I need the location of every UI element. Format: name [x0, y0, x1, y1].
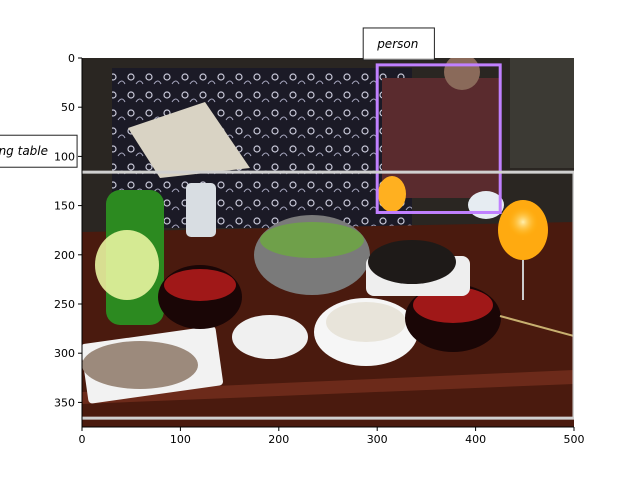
- photo-cushion: [128, 102, 250, 178]
- person-label: person: [376, 37, 418, 51]
- x-axis: 0 100 200 300 400 500: [79, 427, 585, 446]
- x-tick-label: 500: [564, 433, 585, 446]
- dining-table-label: dining table: [0, 144, 48, 158]
- photo-cup: [186, 183, 216, 237]
- photo-table-highlight: [82, 370, 574, 404]
- x-tick-label: 0: [79, 433, 86, 446]
- y-tick-label: 250: [54, 298, 75, 311]
- x-tick-label: 400: [465, 433, 486, 446]
- y-tick-label: 50: [61, 101, 75, 114]
- y-tick-label: 350: [54, 396, 75, 409]
- x-tick-label: 200: [268, 433, 289, 446]
- dining-table-bounding-box: [82, 170, 574, 420]
- y-axis: 0 50 100 150 200 250 300 350: [54, 52, 82, 409]
- annotation-layer: [82, 63, 574, 420]
- person-bounding-box: [375, 63, 502, 214]
- photo-window-light: [510, 58, 574, 168]
- axes-frame: [81, 58, 574, 428]
- label-layer: person dining table: [0, 27, 435, 168]
- photo: [82, 58, 574, 427]
- photo-fish: [82, 341, 198, 389]
- photo-red-bowl-left-inner: [164, 269, 236, 301]
- y-tick-label: 300: [54, 347, 75, 360]
- photo-orange-juice-glow: [507, 206, 539, 238]
- x-tick-label: 300: [367, 433, 388, 446]
- photo-wine-glass-left: [95, 230, 159, 300]
- x-tick-label: 100: [170, 433, 191, 446]
- photo-salad: [260, 222, 364, 258]
- photo-small-white-plate: [232, 315, 308, 359]
- y-tick-label: 150: [54, 200, 75, 213]
- y-tick-label: 100: [54, 150, 75, 163]
- photo-chopsticks: [499, 315, 574, 337]
- photo-white-bowl-back: [468, 191, 504, 219]
- photo-person-head: [444, 58, 480, 90]
- photo-small-juice-glass: [378, 176, 406, 212]
- photo-seaweed-dish: [368, 240, 456, 284]
- y-tick-label: 0: [68, 52, 75, 65]
- y-tick-label: 200: [54, 249, 75, 262]
- person-label-box: [362, 27, 435, 61]
- dining-table-label-box: [0, 134, 78, 168]
- photo-person-body: [382, 78, 500, 198]
- photo-rice: [326, 302, 406, 342]
